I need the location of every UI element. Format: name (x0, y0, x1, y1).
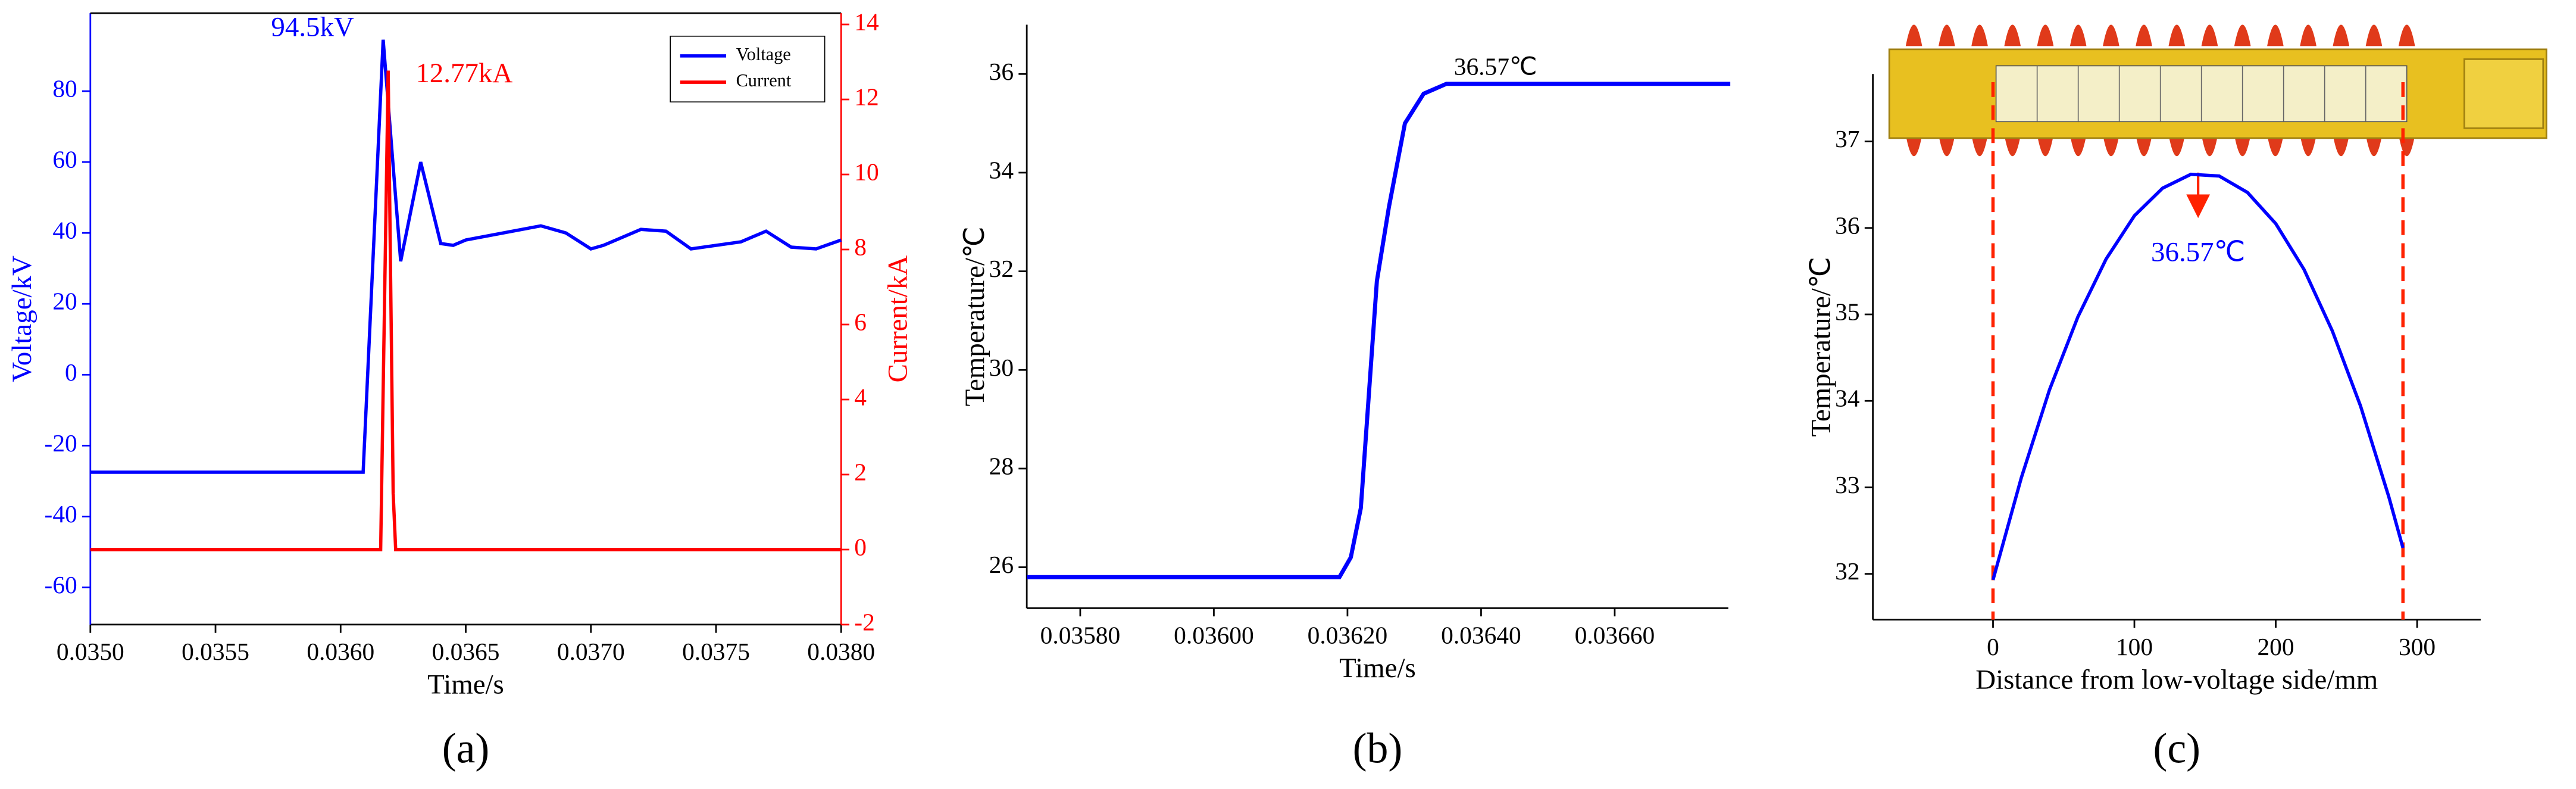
y-tick-label: 37 (1835, 125, 1859, 152)
insulator-segments (2036, 66, 2366, 122)
x-tick-label: 200 (2257, 633, 2294, 660)
x-tick-label: 0.03660 (1575, 622, 1655, 649)
x-tick-label: 0 (1987, 633, 1999, 660)
y-tick-label: 26 (989, 551, 1014, 578)
x-tick-label: 0.0360 (307, 638, 374, 665)
y-axis-label: Temperature/℃ (1806, 257, 1837, 436)
y2-tick-label: 8 (854, 233, 867, 260)
y2-tick-label: 4 (854, 383, 867, 410)
insulator-sheds (1905, 24, 2415, 157)
peak-arrow (2186, 172, 2211, 219)
x-tick-label: 0.0350 (57, 638, 124, 665)
y-tick-label: 34 (989, 156, 1014, 183)
y-tick-label: 33 (1835, 471, 1859, 498)
panel-label: (a) (442, 725, 490, 772)
panel-label: (b) (1353, 725, 1403, 772)
data-line (1027, 82, 1731, 579)
y-tick-label: 30 (989, 354, 1014, 381)
panel-label: (c) (2153, 725, 2200, 772)
y-tick-label: 34 (1835, 385, 1860, 412)
y-tick-label: 36 (1835, 211, 1859, 239)
x-axis-label: Distance from low-voltage side/mm (1975, 664, 2378, 695)
legend-label: Voltage (736, 44, 791, 64)
y-tick-label: 80 (52, 75, 77, 102)
y-tick-label: -20 (45, 429, 77, 457)
y-tick-label: 28 (989, 452, 1014, 479)
x-tick-label: 0.03620 (1308, 622, 1388, 649)
x-tick-label: 0.0375 (682, 638, 750, 665)
insulator-fitting (2463, 58, 2544, 129)
y2-tick-label: 14 (854, 8, 879, 36)
x-tick-label: 0.0355 (182, 638, 249, 665)
y2-tick-label: 10 (854, 158, 879, 186)
x-tick-label: 0.0365 (432, 638, 500, 665)
x-tick-label: 0.0370 (557, 638, 625, 665)
y-tick-label: -60 (45, 571, 77, 598)
data-line (90, 39, 842, 474)
y-tick-label: 40 (52, 217, 77, 244)
x-tick-label: 0.0380 (807, 638, 875, 665)
y-tick-label: 20 (52, 288, 77, 315)
y-axis-label: Voltage/kV (7, 255, 37, 382)
y-tick-label: 36 (989, 58, 1014, 85)
y2-tick-label: 0 (854, 533, 867, 560)
y2-tick-label: 2 (854, 458, 867, 485)
x-tick-label: 0.03600 (1174, 622, 1254, 649)
x-axis-label: Time/s (427, 669, 504, 700)
data-line (90, 70, 842, 551)
x-axis-label: Time/s (1339, 653, 1416, 684)
data-line (1991, 172, 2405, 581)
legend-label: Current (736, 70, 792, 91)
annotation: 12.77kA (415, 58, 512, 89)
x-tick-label: 300 (2399, 633, 2436, 660)
y2-axis-label: Current/kA (882, 255, 913, 383)
y2-tick-label: -2 (854, 608, 874, 635)
x-tick-label: 0.03640 (1441, 622, 1521, 649)
legend-box (670, 35, 826, 103)
y2-tick-label: 12 (854, 83, 879, 111)
annotation: 36.57℃ (1454, 52, 1537, 80)
y-tick-label: 60 (52, 146, 77, 173)
annotation: 36.57℃ (2151, 237, 2245, 268)
y-tick-label: 0 (65, 358, 77, 386)
y-tick-label: -40 (45, 500, 77, 528)
y-tick-label: 32 (989, 255, 1014, 282)
x-tick-label: 100 (2116, 633, 2153, 660)
y-tick-label: 35 (1835, 298, 1859, 325)
y-tick-label: 32 (1835, 557, 1859, 585)
y2-tick-label: 6 (854, 308, 867, 335)
insulator-illustration (1888, 24, 2547, 157)
x-tick-label: 0.03580 (1040, 622, 1121, 649)
y-axis-label: Temperature/℃ (959, 226, 990, 406)
annotation: 94.5kV (271, 12, 354, 43)
